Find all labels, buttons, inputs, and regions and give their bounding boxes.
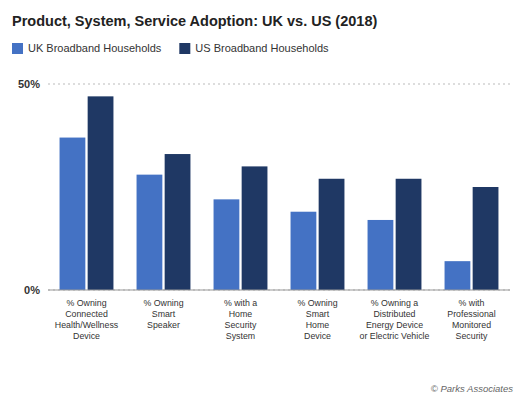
x-tick-label-line: Professional xyxy=(447,309,495,319)
x-tick-label: % OwningSmartHomeDevice xyxy=(297,298,337,341)
bar xyxy=(165,154,191,290)
bar xyxy=(242,166,268,290)
legend: UK Broadband Households US Broadband Hous… xyxy=(12,42,329,54)
bar xyxy=(368,220,394,290)
legend-entry: UK Broadband Households xyxy=(28,42,162,54)
bar xyxy=(473,187,499,290)
x-tick-label-line: System xyxy=(226,331,255,341)
x-tick-label-line: Health/Wellness xyxy=(55,320,119,330)
x-tick-label-line: % Owning a xyxy=(371,298,419,308)
x-tick-label-line: % with xyxy=(459,298,485,308)
x-tick-label-line: Speaker xyxy=(147,320,180,330)
x-axis-line xyxy=(48,290,510,291)
x-tick-label-line: Home xyxy=(306,320,330,330)
x-axis: % OwningConnectedHealth/WellnessDevice% … xyxy=(55,298,496,341)
bar xyxy=(214,199,240,290)
x-tick-label: % OwningConnectedHealth/WellnessDevice xyxy=(55,298,119,341)
grid-line xyxy=(48,84,510,85)
x-tick-label-line: % Owning xyxy=(66,298,106,308)
y-tick-label: 0% xyxy=(24,284,40,296)
title: Product, System, Service Adoption: UK vs… xyxy=(12,13,377,29)
legend-swatch xyxy=(179,43,190,54)
x-tick-label: % withProfessionalMonitoredSecurity xyxy=(447,298,495,341)
bars xyxy=(60,96,499,290)
x-tick-label-line: Device xyxy=(304,331,331,341)
x-tick-label: % OwningSmartSpeaker xyxy=(143,298,183,330)
y-axis: 0% 50% xyxy=(18,78,510,296)
bar xyxy=(137,175,163,290)
bar xyxy=(60,138,86,290)
legend-swatch xyxy=(12,43,23,54)
legend-entry: US Broadband Households xyxy=(195,42,329,54)
x-tick-label: % with aHomeSecuritySystem xyxy=(224,298,257,341)
x-tick-label-line: Home xyxy=(229,309,253,319)
x-tick-label-line: Connected xyxy=(65,309,108,319)
bar xyxy=(445,261,471,290)
x-tick-label-line: Security xyxy=(225,320,257,330)
bar xyxy=(88,96,114,290)
bar xyxy=(396,179,422,290)
bar xyxy=(319,179,345,290)
chart: Product, System, Service Adoption: UK vs… xyxy=(0,0,525,400)
annotation: © Parks Associates xyxy=(431,383,513,394)
x-tick-label-line: Smart xyxy=(152,309,176,319)
x-tick-label-line: % Owning xyxy=(297,298,337,308)
grid-line xyxy=(48,290,510,291)
x-tick-label-line: Energy Device xyxy=(366,320,423,330)
x-tick-label-line: Device xyxy=(73,331,100,341)
x-tick-label: % Owning aDistributedEnergy Deviceor Ele… xyxy=(360,298,430,341)
x-tick-label-line: Distributed xyxy=(373,309,415,319)
x-tick-label-line: % Owning xyxy=(143,298,183,308)
x-tick-label-line: Monitored xyxy=(452,320,491,330)
y-tick-label: 50% xyxy=(18,78,40,90)
x-tick-label-line: % with a xyxy=(224,298,257,308)
x-tick-label-line: Smart xyxy=(306,309,330,319)
x-tick-label-line: or Electric Vehicle xyxy=(360,331,430,341)
bar xyxy=(291,212,317,290)
x-tick-label-line: Security xyxy=(456,331,488,341)
